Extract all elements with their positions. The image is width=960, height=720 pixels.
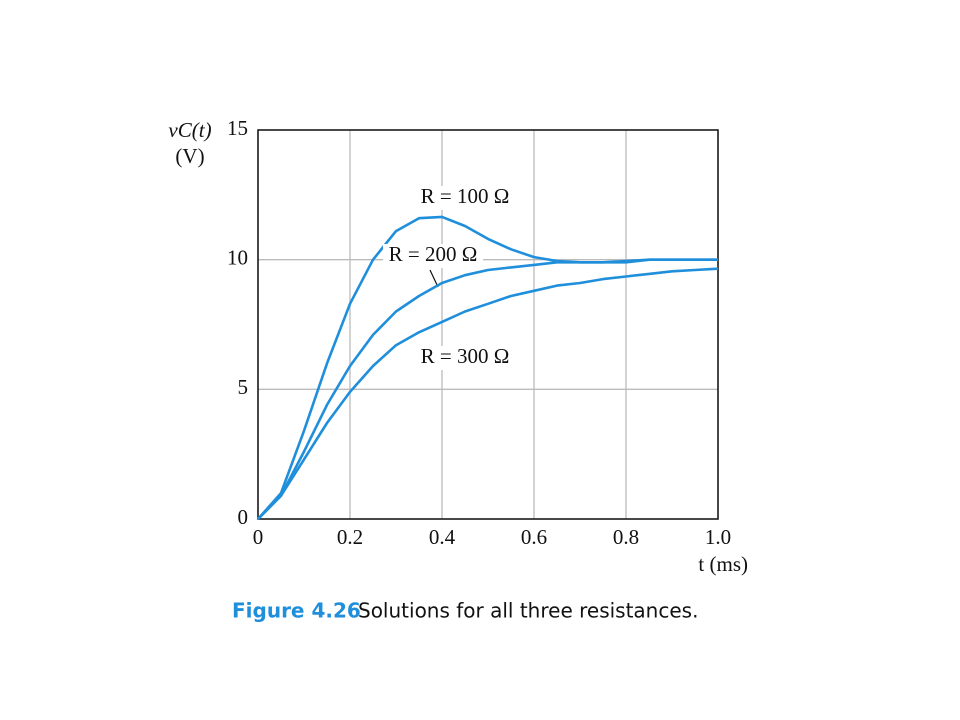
plot-frame: [257, 129, 719, 520]
series-label: R = 200 Ω: [389, 242, 478, 266]
x-label: t (ms): [698, 552, 748, 576]
label-bg: [415, 186, 515, 210]
x-tick-label: 0.8: [613, 525, 639, 549]
y-tick-label: 0: [238, 505, 249, 529]
series-label: R = 100 Ω: [421, 184, 510, 208]
y-tick-label: 15: [227, 116, 248, 140]
x-tick-label: 0.2: [337, 525, 363, 549]
y-tick-label: 10: [227, 245, 248, 269]
series-label: R = 300 Ω: [421, 344, 510, 368]
x-tick-label: 0.6: [521, 525, 547, 549]
y-tick-label: 5: [238, 375, 249, 399]
label-bg: [415, 346, 515, 370]
line: [257, 258, 718, 520]
y-label: vC(t): [168, 118, 211, 142]
label-bg: [383, 244, 483, 268]
x-tick-label: 0: [253, 525, 264, 549]
caption-label: Figure 4.26: [232, 599, 361, 623]
line: [257, 267, 719, 520]
leader-line: [429, 269, 439, 288]
x-tick-label: 1.0: [705, 525, 731, 549]
x-tick-label: 0.4: [429, 525, 456, 549]
caption-text: Solutions for all three resistances.: [358, 599, 698, 623]
y-label: (V): [175, 144, 204, 168]
